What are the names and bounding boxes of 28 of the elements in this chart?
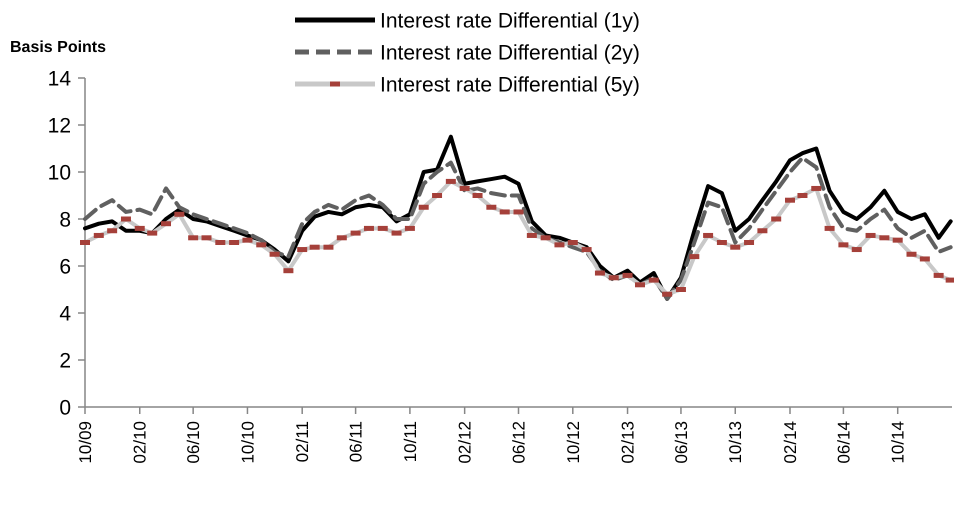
- legend-label: Interest rate Differential (5y): [380, 73, 640, 96]
- x-tick-label: 06/12: [509, 421, 528, 464]
- x-tick-label: 10/10: [238, 421, 258, 464]
- x-tick-label: 06/14: [834, 421, 854, 464]
- x-tick-label: 10/11: [400, 421, 420, 462]
- x-tick-label: 06/13: [672, 421, 691, 464]
- y-tick-label: 2: [59, 349, 71, 372]
- y-tick-label: 12: [48, 114, 71, 138]
- x-tick-label: 10/13: [726, 421, 746, 464]
- x-tick-label: 02/13: [618, 421, 638, 464]
- x-tick-label: 10/12: [564, 421, 583, 464]
- x-tick-label: 06/10: [184, 421, 204, 464]
- y-tick-label: 0: [59, 396, 71, 420]
- y-axis-title: Basis Points: [10, 39, 106, 56]
- y-tick-label: 10: [48, 161, 71, 184]
- y-tick-label: 14: [48, 67, 72, 90]
- y-tick-label: 6: [59, 255, 71, 278]
- y-tick-label: 4: [59, 302, 72, 326]
- x-tick-label: 02/10: [130, 421, 150, 464]
- x-tick-label: 10/14: [888, 421, 908, 464]
- y-tick-label: 8: [59, 208, 71, 232]
- x-tick-label: 06/11: [346, 421, 366, 462]
- legend-label: Interest rate Differential (2y): [380, 41, 640, 64]
- x-tick-label: 02/14: [780, 421, 800, 464]
- x-tick-label: 10/09: [76, 421, 95, 464]
- x-tick-label: 02/12: [456, 421, 475, 464]
- x-tick-label: 02/11: [293, 421, 312, 462]
- legend-label: Interest rate Differential (1y): [380, 9, 640, 32]
